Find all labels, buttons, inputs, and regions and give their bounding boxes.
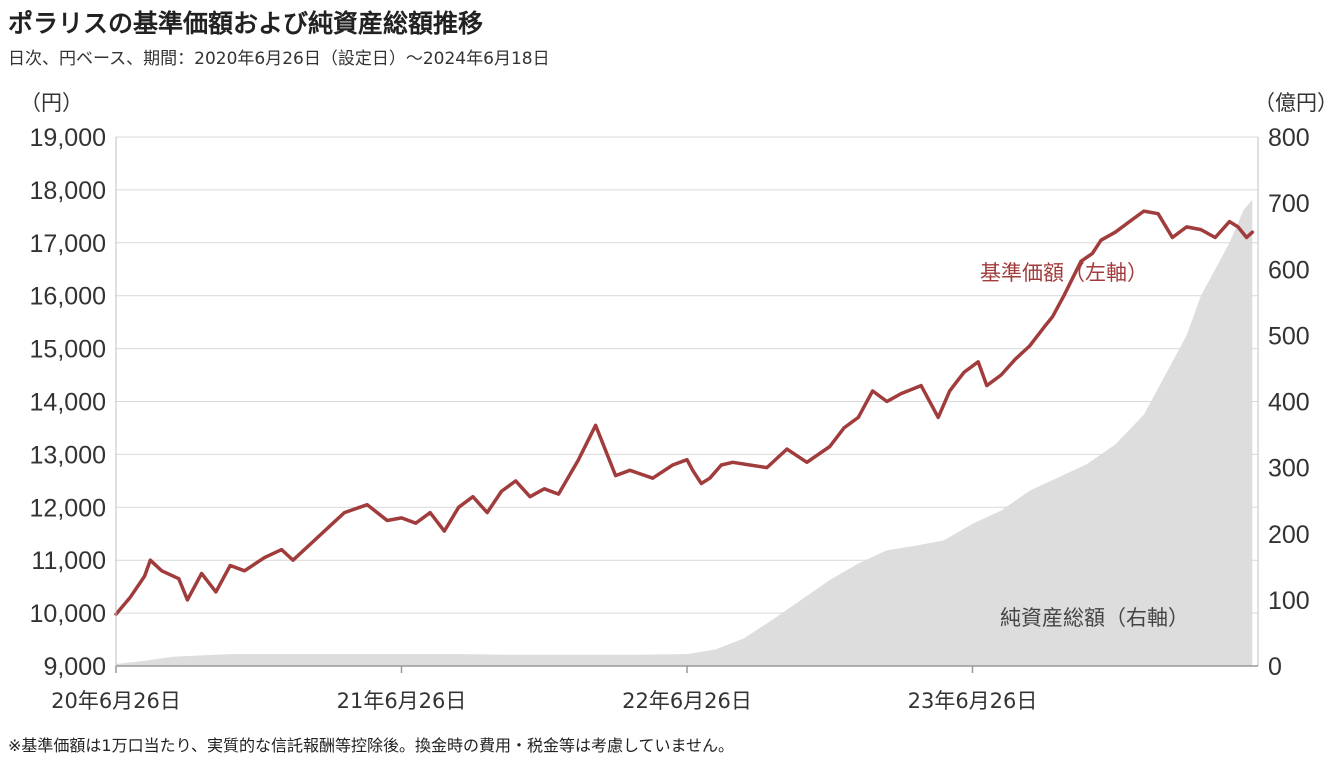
nav-line — [114, 209, 1255, 616]
tick-labels: 9,000 10,000 11,000 12,000 13,000 14,000 15,00… — [30, 124, 1310, 713]
left-tick-label: 9,000 — [43, 653, 106, 681]
right-tick-label: 400 — [1268, 389, 1310, 417]
left-tick-label: 18,000 — [30, 177, 106, 205]
left-tick-label: 10,000 — [30, 600, 106, 628]
left-tick-label: 14,000 — [30, 389, 106, 417]
left-tick-label: 12,000 — [30, 494, 106, 522]
right-tick-label: 800 — [1268, 124, 1310, 152]
left-tick-label: 16,000 — [30, 283, 106, 311]
right-tick-label: 300 — [1268, 455, 1310, 483]
aum-area — [116, 199, 1253, 667]
left-tick-label: 15,000 — [30, 336, 106, 364]
right-tick-label: 700 — [1268, 190, 1310, 218]
area-layer — [116, 199, 1253, 667]
x-tick-label: 23年6月26日 — [908, 689, 1038, 713]
right-tick-label: 200 — [1268, 521, 1310, 549]
chart-subtitle: 日次、円ベース、期間：2020年6月26日（設定日）～2024年6月18日 — [8, 49, 550, 69]
right-tick-label: 100 — [1268, 587, 1310, 615]
left-tick-label: 17,000 — [30, 230, 106, 258]
axes — [115, 137, 1259, 673]
x-tick-label: 22年6月26日 — [622, 689, 752, 713]
left-axis-unit: （円） — [20, 91, 83, 115]
chart-title: ポラリスの基準価額および純資産総額推移 — [8, 9, 484, 38]
right-tick-label: 600 — [1268, 256, 1310, 284]
left-tick-label: 13,000 — [30, 441, 106, 469]
nav-series-label: 基準価額（左軸） — [980, 261, 1148, 285]
right-tick-label: 500 — [1268, 322, 1310, 350]
right-tick-label: 0 — [1268, 653, 1282, 681]
aum-series-label: 純資産総額（右軸） — [1000, 606, 1189, 630]
right-axis-unit: （億円） — [1254, 91, 1338, 115]
x-tick-label: 21年6月26日 — [337, 689, 467, 713]
footnote: ※基準価額は1万口当たり、実質的な信託報酬等控除後。換金時の費用・税金等は考慮し… — [8, 736, 734, 755]
left-tick-label: 19,000 — [30, 124, 106, 152]
x-tick-label: 20年6月26日 — [51, 689, 181, 713]
line-layer — [114, 209, 1255, 616]
left-tick-label: 11,000 — [31, 547, 106, 575]
